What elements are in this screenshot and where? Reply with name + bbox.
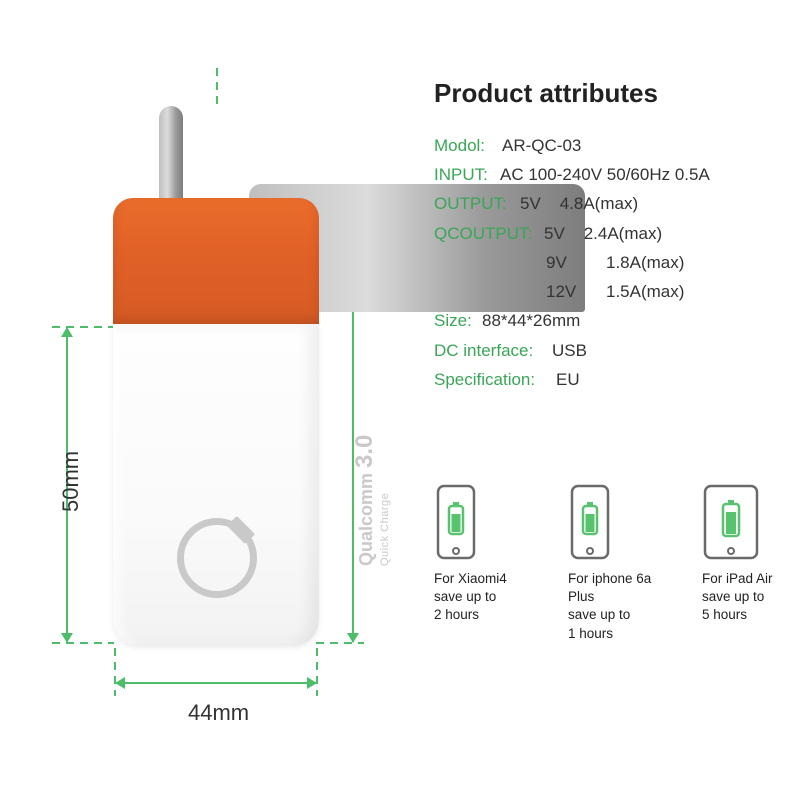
spec-list: Modol: AR-QC-03 INPUT: AC 100-240V 50/60… — [434, 131, 770, 394]
charger-product: Qualcomm 3.0 Quick Charge — [113, 106, 319, 646]
spec-modol: Modol: AR-QC-03 — [434, 131, 770, 160]
attributes-panel: Product attributes Modol: AR-QC-03 INPUT… — [434, 78, 770, 394]
spec-qc-row-3: 12V1.5A(max) — [434, 277, 770, 306]
device-xiaomi: For Xiaomi4 save up to 2 hours — [434, 484, 526, 643]
charger-cap — [113, 198, 319, 326]
device-ipad: For iPad Air save up to 5 hours — [702, 484, 794, 643]
spec-dc: DC interface: USB — [434, 336, 770, 365]
charger-body: Qualcomm 3.0 Quick Charge — [113, 324, 319, 646]
dim-label-50: 50mm — [58, 451, 84, 512]
qualcomm-logo-icon — [177, 518, 257, 598]
phone-icon — [434, 484, 478, 562]
phone-icon — [568, 484, 612, 562]
spec-output: OUTPUT: 5V 4.8A(max) — [434, 189, 770, 218]
dim-label-44: 44mm — [188, 700, 249, 726]
device-savings-row: For Xiaomi4 save up to 2 hours For iphon… — [434, 484, 794, 643]
device-iphone: For iphone 6a Plus save up to 1 hours — [568, 484, 660, 643]
tablet-icon — [702, 484, 760, 562]
spec-specification: Specification: EU — [434, 365, 770, 394]
qualcomm-logo-text: Qualcomm 3.0 Quick Charge — [351, 435, 391, 566]
infographic-root: 88mm 50mm 44mm Qualcomm 3.0 Quick Charge… — [0, 0, 800, 800]
spec-input: INPUT: AC 100-240V 50/60Hz 0.5A — [434, 160, 770, 189]
dim-arrow-44 — [116, 682, 316, 684]
spec-qc-row-2: 9V1.8A(max) — [434, 248, 770, 277]
panel-title: Product attributes — [434, 78, 770, 109]
dim-guide-top — [216, 68, 218, 108]
spec-size: Size: 88*44*26mm — [434, 306, 770, 335]
spec-qcoutput: QCOUTPUT: 5V 2.4A(max) — [434, 219, 770, 248]
